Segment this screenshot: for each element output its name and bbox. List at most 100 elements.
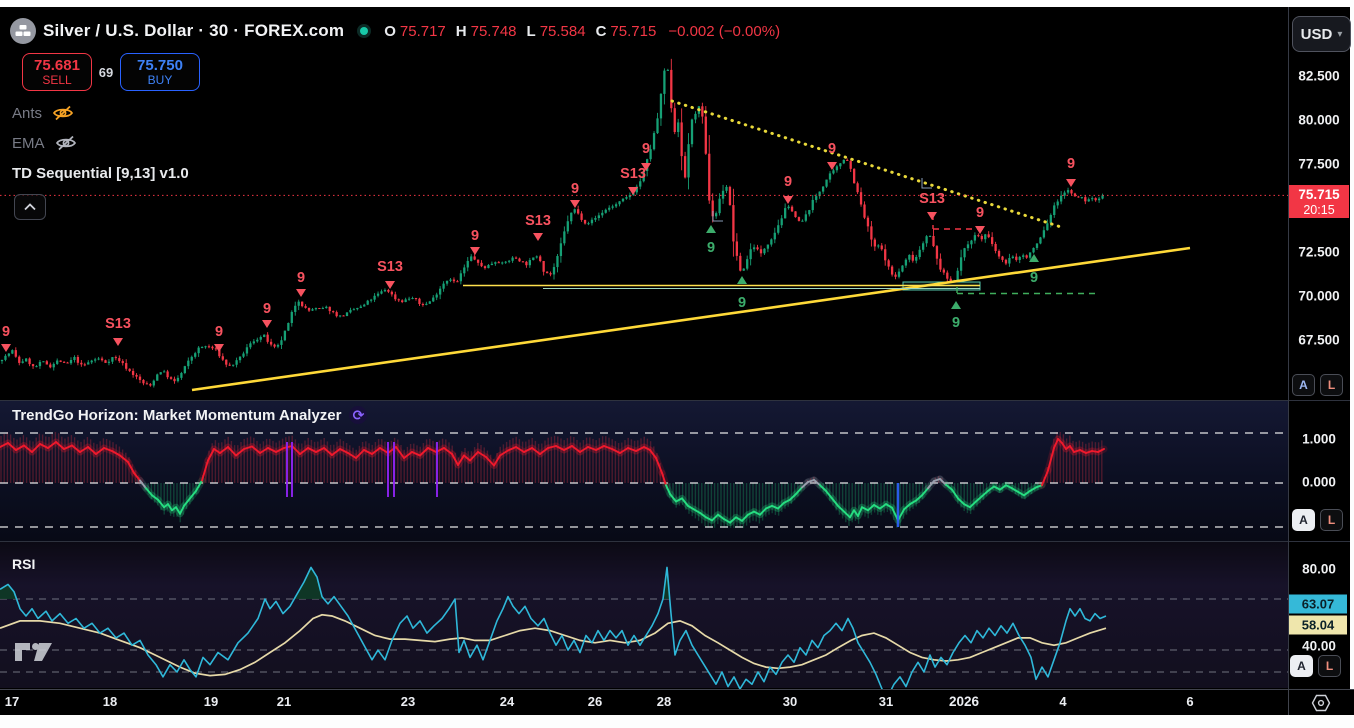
momentum-axis-tick: 0.000 <box>1302 474 1336 490</box>
rsi-axis-tick: 80.00 <box>1302 561 1336 577</box>
log-scale-button[interactable]: L <box>1318 655 1341 677</box>
td-sell-triangle <box>385 281 395 289</box>
refresh-icon[interactable]: ⟳ <box>349 406 368 424</box>
downtrend-dotted-line <box>670 99 1066 230</box>
low-label: L <box>526 22 536 40</box>
td-sell-count: 9 <box>1067 156 1075 172</box>
td-sell-triangle <box>827 162 837 170</box>
legend-row-td-sequential: TD Sequential [9,13] v1.0 <box>12 165 189 182</box>
td-buy-count: 9 <box>707 240 715 256</box>
log-scale-button[interactable]: L <box>1320 509 1343 531</box>
td-sell-count: 9 <box>297 270 305 286</box>
collapse-pane-button[interactable] <box>14 194 46 220</box>
ema-indicator-label: EMA <box>12 134 45 152</box>
td-sell-count: 9 <box>571 181 579 197</box>
rsi-scale-buttons: A L <box>1290 655 1341 677</box>
main-scale-buttons: A L <box>1292 374 1343 396</box>
time-axis-label: 30 <box>782 694 798 709</box>
change-value: −0.002 (−0.00%) <box>668 22 781 40</box>
chart-overlays <box>0 99 1288 392</box>
low-value: 75.584 <box>539 22 586 40</box>
td-sell-triangle <box>927 212 937 220</box>
price-axis-tick: 67.500 <box>1298 332 1340 348</box>
auto-scale-button[interactable]: A <box>1292 374 1315 396</box>
rsi-value-badge: 58.04 <box>1289 615 1347 635</box>
td-markers: 9 S13 9 9 9 S13 9 S13 9 S13 9 9 9 S13 9 9 9 9 9 9 <box>1 141 1076 352</box>
time-axis-label: 6 <box>1186 694 1194 709</box>
td-sell-count: 9 <box>784 174 792 190</box>
price-axis-tick: 82.500 <box>1298 68 1340 84</box>
sell-button[interactable]: 75.681 SELL <box>22 53 92 91</box>
rsi-pane <box>0 566 1288 698</box>
session-settings-icon[interactable] <box>1307 692 1335 713</box>
rsi-axis-tick: 40.00 <box>1302 638 1336 654</box>
market-status-dot[interactable] <box>357 24 372 38</box>
momentum-title-text: TrendGo Horizon: Market Momentum Analyze… <box>12 406 342 424</box>
time-axis-label: 21 <box>276 694 292 709</box>
legend-row-ema: EMA <box>12 134 77 152</box>
silver-symbol-icon[interactable] <box>10 18 36 44</box>
td-level-bracket <box>712 211 723 222</box>
td-buy-count: 9 <box>738 295 746 311</box>
rsi-line <box>0 566 1107 698</box>
td-sell-count: 9 <box>642 141 650 157</box>
td-sell-triangle <box>641 163 651 171</box>
window-edge-right <box>1350 0 1354 728</box>
last-price-value: 75.715 <box>1298 187 1340 202</box>
td-buy-triangle <box>951 301 961 309</box>
td-sequential-label: TD Sequential [9,13] v1.0 <box>12 165 189 182</box>
td-sell-triangle <box>570 200 580 208</box>
time-axis-label: 26 <box>587 694 603 709</box>
tradingview-logo[interactable] <box>14 641 54 668</box>
td-sell-triangle <box>113 338 123 346</box>
currency-label: USD <box>1300 25 1333 43</box>
chevron-up-icon <box>24 203 36 211</box>
td-buy-triangle <box>737 276 747 284</box>
open-value: 75.717 <box>399 22 446 40</box>
momentum-scale-buttons: A L <box>1292 509 1343 531</box>
momentum-pane <box>0 432 1288 528</box>
currency-selector[interactable]: USD ▾ <box>1292 16 1351 52</box>
silver-bars-glyph <box>15 25 31 36</box>
buy-button[interactable]: 75.750 BUY <box>120 53 200 91</box>
td-buy-triangle <box>706 225 716 233</box>
ohlc-readout: O 75.717 H 75.748 L 75.584 C 75.715 −0.002 (… <box>384 23 780 40</box>
time-axis[interactable]: 17 18 19 21 23 24 26 28 30 31 2026 4 6 <box>0 689 1354 715</box>
close-value: 75.715 <box>610 22 657 40</box>
time-axis-label: 17 <box>4 694 20 709</box>
auto-scale-button[interactable]: A <box>1290 655 1313 677</box>
time-axis-label: 18 <box>102 694 118 709</box>
td-sell-count: S13 <box>620 166 646 182</box>
momentum-axis-tick: 1.000 <box>1302 431 1336 447</box>
chevron-down-icon: ▾ <box>1337 28 1343 40</box>
buy-price: 75.750 <box>137 56 183 74</box>
td-sell-triangle <box>296 289 306 297</box>
high-label: H <box>455 22 467 40</box>
td-buy-count: 9 <box>952 315 960 331</box>
time-axis-label: 2026 <box>948 694 980 709</box>
auto-scale-button[interactable]: A <box>1292 509 1315 531</box>
eye-off-icon[interactable] <box>52 104 74 122</box>
td-sell-count: S13 <box>919 191 945 207</box>
symbol-title[interactable]: Silver / U.S. Dollar · 30 · FOREX.com <box>43 21 345 40</box>
sell-label: SELL <box>42 72 72 87</box>
td-sell-count: 9 <box>828 141 836 157</box>
open-label: O <box>384 22 396 40</box>
high-value: 75.748 <box>470 22 517 40</box>
td-sell-count: 9 <box>263 301 271 317</box>
time-axis-label: 28 <box>656 694 672 709</box>
td-sell-triangle <box>975 226 985 234</box>
rsi-pane-title: RSI <box>12 556 36 572</box>
td-buy-triangle <box>1029 254 1039 262</box>
last-price-badge: 75.715 20:15 <box>1289 185 1349 218</box>
time-axis-label: 23 <box>400 694 416 709</box>
td-sell-count: 9 <box>976 205 984 221</box>
td-sell-triangle <box>262 320 272 328</box>
td-sell-triangle <box>533 233 543 241</box>
log-scale-button[interactable]: L <box>1320 374 1343 396</box>
td-level-bracket <box>921 178 932 189</box>
trade-button-row: 75.681 SELL 69 75.750 BUY <box>22 53 200 91</box>
eye-off-icon[interactable] <box>55 134 77 152</box>
spread-value: 69 <box>98 64 114 80</box>
